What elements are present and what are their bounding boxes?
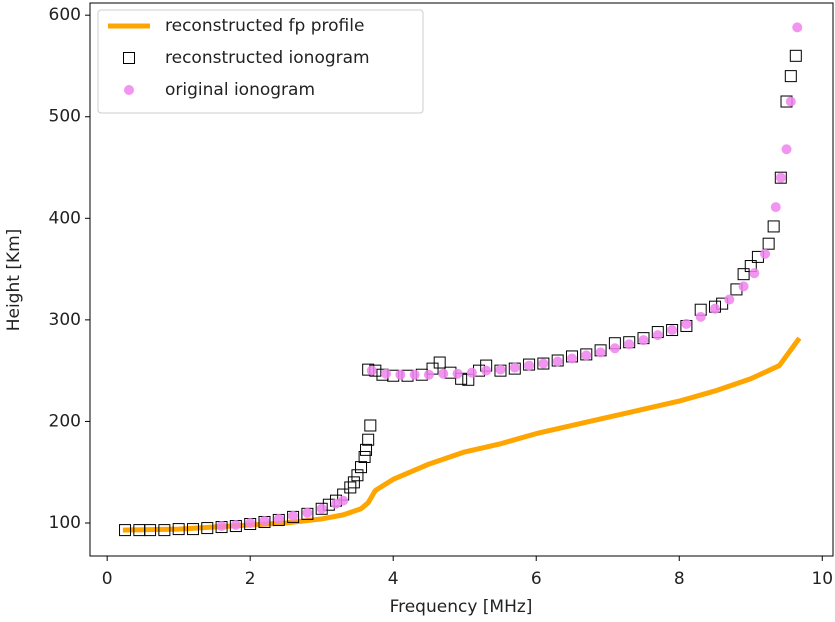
- y-tick-label: 100: [49, 513, 81, 533]
- legend-marker: [123, 52, 135, 64]
- y-axis-label: Height [Km]: [4, 229, 24, 332]
- data-point: [652, 330, 663, 341]
- data-point: [259, 515, 270, 526]
- data-point: [216, 521, 227, 532]
- legend-label: reconstructed fp profile: [165, 16, 364, 36]
- x-tick-label: 6: [531, 569, 542, 589]
- data-point: [144, 524, 157, 537]
- x-tick-label: 4: [388, 569, 399, 589]
- data-point: [355, 461, 368, 474]
- data-point: [666, 324, 679, 337]
- legend-label: reconstructed ionogram: [165, 48, 370, 68]
- data-point: [792, 22, 803, 33]
- data-point: [760, 248, 771, 259]
- data-point: [245, 517, 256, 528]
- y-tick-label: 300: [49, 310, 81, 330]
- data-point: [667, 325, 678, 336]
- data-point: [338, 495, 349, 506]
- data-point: [537, 357, 550, 370]
- data-point: [347, 476, 360, 489]
- data-point: [351, 469, 364, 482]
- plot-frame: [89, 2, 834, 557]
- x-tick-label: 8: [674, 569, 685, 589]
- data-point: [452, 368, 463, 379]
- data-point: [710, 303, 721, 314]
- y-tick-label: 400: [49, 208, 81, 228]
- data-point: [364, 419, 377, 432]
- data-point: [624, 339, 635, 350]
- data-point: [423, 369, 434, 380]
- data-point: [566, 353, 577, 364]
- legend-box: [97, 9, 424, 114]
- data-point: [358, 450, 371, 463]
- data-point: [784, 70, 797, 83]
- data-point: [524, 360, 535, 371]
- data-point: [638, 335, 649, 346]
- data-point: [774, 171, 787, 184]
- data-point: [360, 443, 373, 456]
- data-point: [316, 503, 327, 514]
- data-point: [738, 281, 749, 292]
- y-tick-label: 500: [49, 107, 81, 127]
- data-point: [230, 520, 241, 531]
- data-point: [762, 237, 775, 250]
- data-point: [581, 350, 592, 361]
- data-point: [201, 522, 214, 535]
- data-point: [186, 523, 199, 536]
- data-point: [737, 268, 750, 281]
- data-point: [495, 364, 506, 375]
- y-tick-label: 600: [49, 5, 81, 25]
- data-point: [395, 369, 406, 380]
- y-tick-label: 200: [49, 411, 81, 431]
- profile-line: [122, 336, 802, 533]
- data-point: [509, 362, 520, 373]
- data-point: [789, 49, 802, 62]
- data-point: [433, 356, 446, 369]
- x-tick-label: 10: [811, 569, 833, 589]
- data-point: [315, 502, 328, 515]
- data-point: [749, 268, 760, 279]
- x-axis-label: Frequency [MHz]: [390, 597, 533, 617]
- legend-label: original ionogram: [165, 80, 315, 100]
- data-point: [767, 220, 780, 233]
- data-point: [288, 510, 299, 521]
- data-point: [552, 356, 563, 367]
- data-point: [273, 513, 284, 524]
- data-point: [695, 311, 706, 322]
- data-point: [172, 523, 185, 536]
- data-point: [681, 318, 692, 329]
- x-tick-label: 0: [102, 569, 113, 589]
- data-point: [119, 524, 132, 537]
- data-point: [785, 96, 796, 107]
- data-point: [595, 347, 606, 358]
- data-point: [158, 524, 171, 537]
- data-point: [466, 367, 477, 378]
- x-tick-label: 2: [245, 569, 256, 589]
- data-point: [538, 358, 549, 369]
- data-point: [775, 172, 786, 183]
- data-point: [770, 202, 781, 213]
- data-point: [362, 433, 375, 446]
- data-point: [781, 144, 792, 155]
- data-point: [366, 365, 377, 376]
- legend-marker: [124, 85, 134, 95]
- data-point: [438, 368, 449, 379]
- data-point: [724, 294, 735, 305]
- data-point: [609, 343, 620, 354]
- data-point: [302, 507, 313, 518]
- data-point: [381, 368, 392, 379]
- data-point: [481, 365, 492, 376]
- data-point: [409, 369, 420, 380]
